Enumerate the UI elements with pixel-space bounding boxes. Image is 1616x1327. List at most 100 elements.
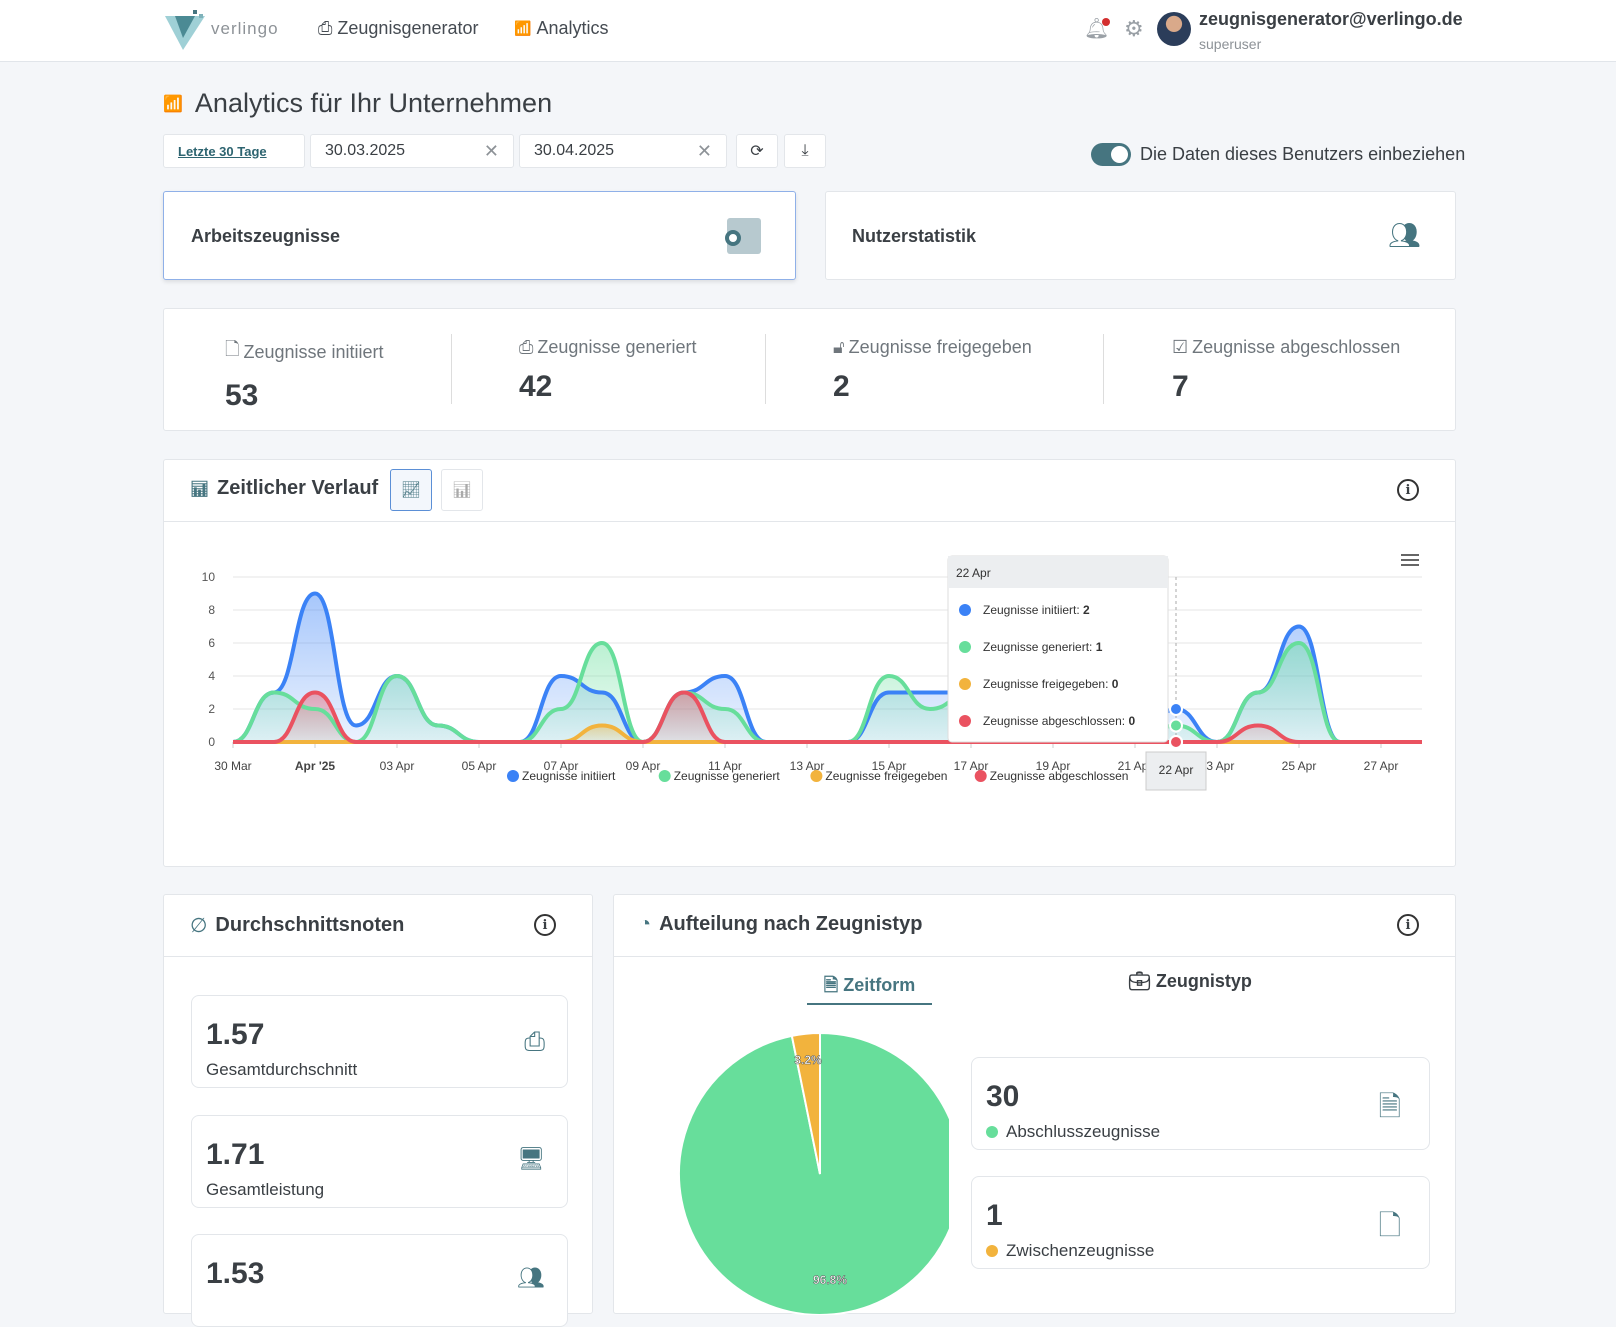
info-icon[interactable]: i: [1397, 914, 1419, 936]
nav-zeugnisgenerator[interactable]: ⎙ Zeugnisgenerator: [318, 18, 479, 39]
logo-icon: [165, 10, 205, 50]
users-icon: 👥︎: [1387, 220, 1421, 250]
x-tick-label: 15 Apr: [872, 759, 907, 773]
tab-nutzerstatistik[interactable]: Nutzerstatistik 👥︎: [825, 191, 1456, 280]
legend-marker[interactable]: [507, 770, 519, 782]
type-label: Abschlusszeugnisse: [1006, 1122, 1161, 1141]
bell-icon[interactable]: 🔔︎: [1084, 18, 1110, 40]
x-tick-label: 09 Apr: [626, 759, 661, 773]
hover-point: [1169, 718, 1183, 733]
legend-label[interactable]: Zeugnisse freigegeben: [825, 769, 947, 783]
chart-icon: 📶: [514, 20, 532, 36]
include-user-toggle[interactable]: [1091, 143, 1131, 166]
stat-value: 2: [833, 370, 850, 403]
check-square-icon: ☑: [1172, 337, 1189, 357]
avatar[interactable]: [1157, 12, 1191, 46]
presentation-icon: 🖥︎: [517, 1146, 545, 1171]
nav-analytics[interactable]: 📶 Analytics: [514, 18, 608, 39]
chart-menu-icon[interactable]: [1401, 554, 1419, 556]
bar-chart-icon: 📊︎: [451, 482, 473, 499]
x-tick-label: 27 Apr: [1364, 759, 1399, 773]
x-crosshair-label: [1145, 751, 1207, 791]
average-value: 1.71: [206, 1138, 265, 1171]
preset-range-button[interactable]: Letzte 30 Tage: [163, 134, 305, 168]
average-label: Gesamtleistung: [206, 1180, 325, 1199]
tab-zeitform[interactable]: 🗎 Zeitform: [807, 973, 932, 1005]
pie-label: 96.8%: [813, 1273, 847, 1287]
legend-marker[interactable]: [810, 770, 823, 782]
divider: [451, 334, 452, 404]
stat-value: 53: [225, 379, 259, 412]
certificate-icon: ⎙: [318, 18, 333, 38]
pie-chart-icon: ◔: [639, 913, 652, 935]
timeline-card: 📊︎ Zeitlicher Verlauf 📈︎ 📊︎ i: [163, 459, 1456, 867]
y-tick-label: 8: [208, 603, 215, 617]
date-to-input[interactable]: 30.04.2025 ✕: [519, 134, 727, 168]
info-icon[interactable]: i: [534, 914, 556, 936]
averages-card: ∅ Durchschnittsnoten i 1.57 Gesamtdurchsch…: [163, 894, 593, 1327]
chart-menu-icon[interactable]: [1401, 559, 1419, 561]
diameter-icon: ∅: [190, 915, 208, 937]
tooltip: 22 Apr Zeugnisse initiiert: 2 Zeugnisse ge…: [947, 555, 1169, 743]
nav-label: Zeugnisgenerator: [337, 18, 479, 38]
tab-zeugnistyp[interactable]: 💼︎ Zeugnistyp: [1128, 971, 1252, 992]
clear-icon[interactable]: ✕: [696, 140, 712, 161]
timeline-chart: 0 2 4 6 8 10 30 Mar Apr '25 03 Apr 05 Apr 07 Apr 09…: [202, 554, 1422, 791]
legend-label[interactable]: Zeugnisse initiiert: [522, 769, 616, 783]
tooltip-marker: [959, 604, 971, 616]
info-icon[interactable]: i: [1397, 479, 1419, 501]
average-item: 1.53 👥︎: [191, 1234, 568, 1327]
pie-label: 3.2%: [794, 1053, 822, 1067]
user-role: superuser: [1199, 36, 1262, 52]
tooltip-row: Zeugnisse abgeschlossen: 0: [983, 714, 1135, 728]
certificate-icon: ⎙: [519, 337, 534, 357]
legend-marker[interactable]: [658, 770, 671, 782]
user-email: zeugnisgenerator@verlingo.de: [1199, 9, 1463, 29]
stat-abgeschlossen: ☑ Zeugnisse abgeschlossen 7: [1172, 337, 1400, 404]
legend-dot: [986, 1126, 998, 1138]
date-from-input[interactable]: 30.03.2025 ✕: [310, 134, 514, 168]
type-value: 30: [986, 1080, 1020, 1113]
unlock-icon: 🔓︎: [833, 337, 845, 357]
section-title: Zeitlicher Verlauf: [217, 477, 379, 499]
legend-marker[interactable]: [974, 770, 987, 782]
stat-label: Zeugnisse freigegeben: [848, 337, 1032, 357]
refresh-button[interactable]: ⟳: [736, 134, 778, 168]
average-value: 1.53: [206, 1257, 265, 1290]
logo[interactable]: verlingo: [163, 8, 279, 50]
bar-chart-toggle[interactable]: 📊︎: [441, 469, 483, 511]
certificate-icon: ⎙: [524, 1026, 545, 1056]
stat-initiiert: 🗋 Zeugnisse initiiert 53: [225, 337, 384, 413]
x-tick-label: 25 Apr: [1282, 759, 1317, 773]
tooltip-row: Zeugnisse initiiert: 2: [983, 603, 1090, 617]
legend-label[interactable]: Zeugnisse abgeschlossen: [990, 769, 1129, 783]
x-tick-label: 07 Apr: [544, 759, 579, 773]
series-line[interactable]: [233, 690, 1422, 744]
gear-icon[interactable]: ⚙: [1124, 16, 1144, 41]
pie-slice[interactable]: [790, 1031, 821, 1175]
divider: [765, 334, 766, 404]
tab-label: Zeitform: [843, 975, 916, 995]
line-chart-toggle[interactable]: 📈︎: [390, 469, 432, 511]
page-title-row: 📶 Analytics für Ihr Unternehmen: [163, 88, 552, 119]
legend-label[interactable]: Zeugnisse generiert: [674, 769, 781, 783]
date-from-value: 30.03.2025: [325, 142, 406, 159]
tab-label: Arbeitszeugnisse: [191, 226, 341, 246]
stat-generiert: ⎙ Zeugnisse generiert 42: [519, 337, 697, 404]
clear-icon[interactable]: ✕: [483, 140, 499, 161]
preset-label: Letzte 30 Tage: [178, 143, 267, 159]
notification-dot: [1102, 18, 1110, 26]
split-card: ◔ Aufteilung nach Zeugnistyp i 🗎 Zeitform…: [613, 894, 1456, 1315]
users-icon: 👥︎: [517, 1265, 545, 1290]
chart-menu-icon[interactable]: [1401, 564, 1419, 566]
legend-dot: [986, 1245, 998, 1257]
tooltip-marker: [959, 715, 971, 727]
divider: [1103, 334, 1104, 404]
download-icon: ⤓: [801, 142, 809, 159]
type-value: 1: [986, 1199, 1003, 1232]
x-tick-label: 23 Apr: [1200, 759, 1235, 773]
tab-arbeitszeugnisse[interactable]: Arbeitszeugnisse: [163, 191, 796, 280]
tooltip-row: Zeugnisse freigegeben: 0: [983, 677, 1119, 691]
download-button[interactable]: ⤓: [784, 134, 826, 168]
hover-point: [1169, 702, 1183, 716]
